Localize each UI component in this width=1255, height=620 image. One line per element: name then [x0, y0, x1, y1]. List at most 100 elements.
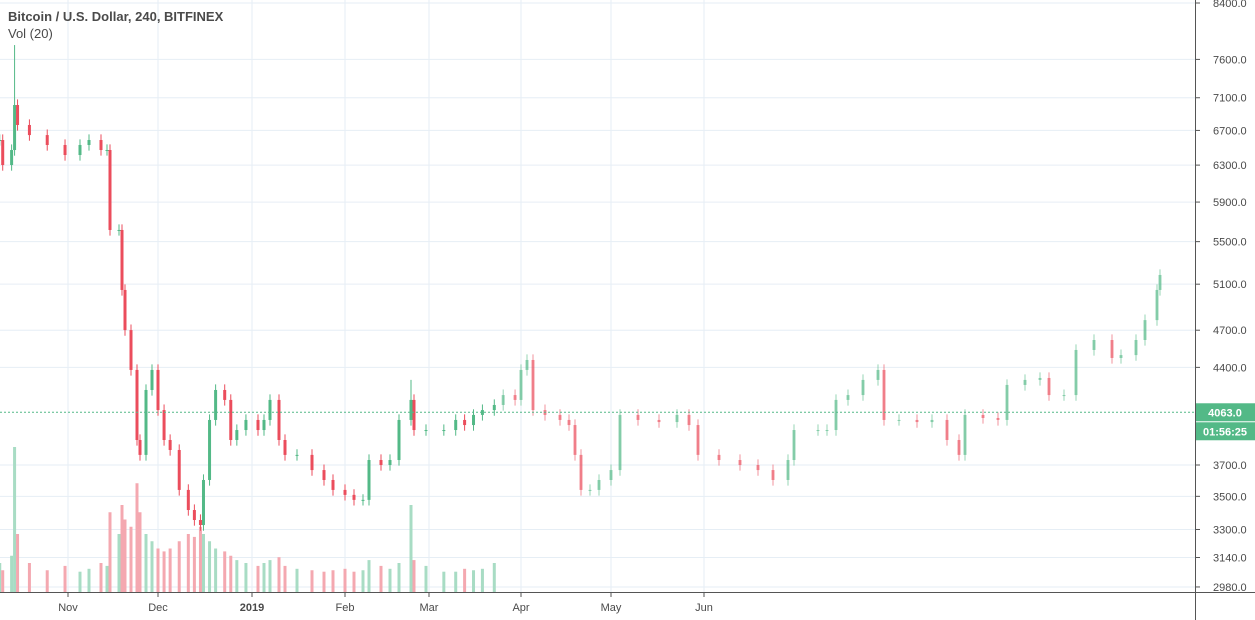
- candle-body: [675, 414, 679, 423]
- y-tick-label: 3300.0: [1213, 524, 1247, 536]
- candle-body: [717, 454, 721, 461]
- volume-bar: [123, 519, 127, 592]
- volume-bar: [409, 505, 413, 592]
- candle-body: [636, 414, 640, 420]
- candle-body: [573, 425, 577, 455]
- time-axis[interactable]: Nov Dec 2019 Feb Mar Apr May Jun: [0, 592, 1255, 614]
- candle-body: [756, 465, 760, 471]
- volume-bar: [295, 568, 299, 592]
- candle-body: [463, 419, 467, 426]
- y-tick-label: 7600.0: [1213, 54, 1247, 66]
- candle-body: [657, 419, 661, 423]
- candle-body: [135, 369, 139, 440]
- candle-body: [388, 460, 392, 466]
- candle-body: [343, 489, 347, 495]
- candle-body: [597, 479, 601, 490]
- volume-bar: [177, 541, 181, 592]
- candle-body: [696, 425, 700, 455]
- candle-body: [424, 430, 428, 432]
- x-tick-label: 2019: [240, 602, 264, 614]
- candle-body: [442, 430, 446, 432]
- volume-bar: [412, 560, 416, 592]
- candle-body: [609, 470, 613, 480]
- candle-body: [0, 140, 2, 142]
- bar-countdown-label: 01:56:25: [1203, 426, 1247, 438]
- volume-bar: [168, 548, 172, 592]
- volume-bar: [63, 565, 67, 592]
- candle-body: [138, 439, 142, 455]
- volume-bar: [162, 551, 166, 592]
- candle-body: [861, 379, 865, 396]
- y-tick-label: 6300.0: [1213, 160, 1247, 172]
- candle-body: [201, 479, 205, 526]
- candle-body: [519, 369, 523, 400]
- grid: [0, 0, 1195, 592]
- candle-body: [198, 520, 202, 526]
- candle-body: [531, 359, 535, 411]
- y-tick-label: 6700.0: [1213, 125, 1247, 137]
- candle-body: [277, 399, 281, 440]
- candle-body: [322, 470, 326, 480]
- candle-body: [771, 470, 775, 480]
- candle-body: [897, 419, 901, 421]
- candle-body: [105, 150, 109, 152]
- candle-body: [687, 414, 691, 426]
- candle-body: [156, 369, 160, 411]
- y-tick-label: 4700.0: [1213, 325, 1247, 337]
- volume-bar: [156, 548, 160, 592]
- y-tick-label: 8400.0: [1213, 0, 1247, 10]
- candle-body: [108, 150, 112, 230]
- candle-body: [825, 430, 829, 432]
- candle-body: [558, 414, 562, 420]
- candle-body: [235, 430, 239, 440]
- volume-bar: [235, 560, 239, 592]
- candle-body: [144, 389, 148, 455]
- volume-bar: [99, 563, 103, 592]
- candle-body: [1047, 377, 1051, 396]
- volume-bar: [27, 563, 31, 592]
- price-axis[interactable]: 8400.0 7600.0 7100.0 6700.0 6300.0 5900.0 5500…: [1195, 0, 1255, 620]
- candle-body: [1158, 274, 1162, 290]
- candle-body: [310, 454, 314, 471]
- y-tick-label: 5900.0: [1213, 197, 1247, 209]
- y-tick-label: 3700.0: [1213, 460, 1247, 472]
- candle-body: [27, 124, 31, 136]
- candle-body: [567, 419, 571, 426]
- volume-bar: [268, 560, 272, 592]
- candle-body: [78, 144, 82, 156]
- candle-body: [45, 135, 49, 145]
- x-tick-label: Mar: [420, 602, 439, 614]
- volume-bar: [186, 534, 190, 592]
- candle-body: [792, 430, 796, 461]
- candle-body: [963, 414, 967, 455]
- candles: [0, 45, 1162, 531]
- volume-bar: [442, 571, 446, 592]
- candle-body: [945, 419, 949, 440]
- volume-bar: [492, 563, 496, 592]
- volume-indicator-label[interactable]: Vol (20): [8, 26, 53, 41]
- candle-body: [295, 454, 299, 456]
- candle-body: [162, 410, 166, 440]
- volume-bar: [262, 563, 266, 592]
- candle-body: [1, 140, 5, 166]
- volume-bar: [120, 505, 124, 592]
- volume-bar: [367, 560, 371, 592]
- candle-body: [1023, 379, 1027, 385]
- candle-body: [10, 150, 14, 166]
- volume-bar: [138, 512, 142, 592]
- volume-bar: [87, 568, 91, 592]
- x-tick-label: Apr: [512, 602, 529, 614]
- symbol-title: Bitcoin / U.S. Dollar, 240, BITFINEX: [8, 9, 224, 24]
- volume-bar: [343, 568, 347, 592]
- candle-body: [262, 419, 266, 431]
- candle-body: [1074, 349, 1078, 396]
- candle-body: [256, 419, 260, 431]
- x-tick-label: May: [601, 602, 622, 614]
- volume-bar: [16, 534, 20, 592]
- candle-body: [501, 395, 505, 405]
- volume-bar: [117, 534, 121, 592]
- volume-bar: [150, 541, 154, 592]
- candle-body: [367, 460, 371, 500]
- volume-bar: [129, 526, 133, 592]
